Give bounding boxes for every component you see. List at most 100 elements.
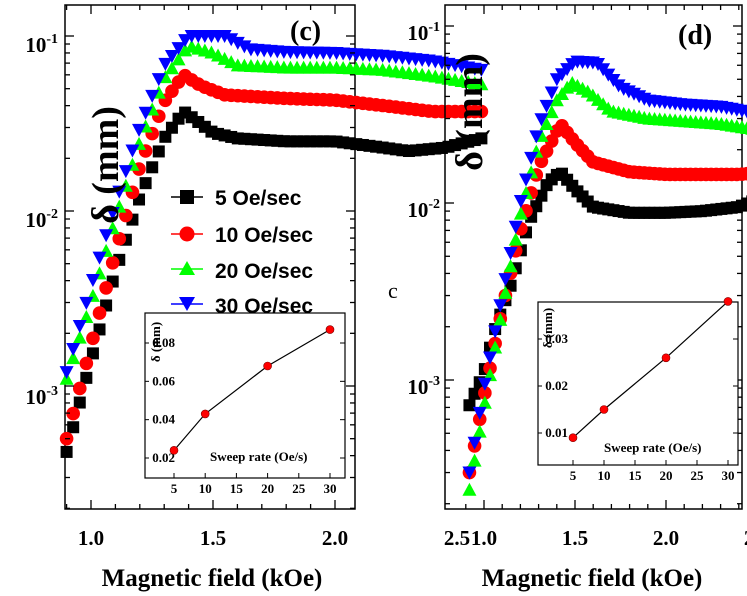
x-tick-label: 2.5 bbox=[444, 526, 470, 550]
x-tick-label: 1.0 bbox=[78, 526, 104, 550]
data-point bbox=[534, 154, 549, 169]
legend-label: 20 Oe/sec bbox=[215, 260, 313, 283]
inset-line bbox=[173, 329, 331, 451]
inset-y-tick-label: 0.01 bbox=[545, 425, 568, 440]
panel-d-ytick-label: 10-3 bbox=[407, 374, 440, 399]
legend-entry-30: 30 Oe/sec bbox=[171, 295, 313, 318]
data-point bbox=[493, 312, 508, 326]
panel-d-markers bbox=[462, 55, 747, 496]
inset-y-tick-label: 0.02 bbox=[152, 450, 175, 465]
data-point bbox=[475, 132, 488, 145]
inset-x-tick-label: 30 bbox=[722, 468, 735, 483]
inset-x-tick-label: 5 bbox=[171, 481, 178, 496]
data-point bbox=[504, 279, 517, 292]
inset-c: 5 10 15 20 25 30 0.02 0.04 0.06 0.08 δ (mm) Sweep… bbox=[144, 312, 346, 496]
data-point bbox=[145, 89, 160, 103]
stray-label: c bbox=[388, 278, 398, 303]
data-point bbox=[86, 347, 99, 360]
data-point bbox=[488, 340, 503, 354]
data-point bbox=[66, 343, 81, 357]
inset-x-tick-label: 15 bbox=[629, 468, 643, 483]
data-point bbox=[125, 144, 140, 158]
legend-marker-triangle-up bbox=[179, 261, 195, 275]
inset-data-point bbox=[599, 405, 609, 414]
series-30 bbox=[462, 55, 747, 480]
inset-data-point bbox=[200, 409, 210, 419]
data-point bbox=[477, 395, 492, 409]
inset-data-point bbox=[263, 361, 272, 371]
data-point bbox=[171, 52, 186, 66]
data-point bbox=[472, 424, 487, 438]
data-point bbox=[467, 436, 482, 450]
data-point bbox=[158, 57, 173, 71]
data-point bbox=[251, 133, 264, 146]
panel-d-ytick-labels: 10-1 10-2 10-3 bbox=[407, 20, 440, 399]
inset-y-tick-label: 0.03 bbox=[545, 331, 568, 346]
data-point bbox=[118, 165, 133, 179]
series-30 bbox=[59, 30, 489, 380]
x-tick-label: 2.0 bbox=[653, 526, 679, 550]
data-point bbox=[60, 445, 73, 458]
data-point bbox=[217, 30, 232, 43]
inset-x-tick-label: 30 bbox=[324, 481, 337, 496]
inset-x-tick-label: 15 bbox=[230, 481, 244, 496]
data-point bbox=[508, 232, 523, 246]
data-point bbox=[463, 399, 476, 412]
data-point bbox=[85, 273, 100, 287]
data-point bbox=[112, 231, 127, 246]
data-point bbox=[544, 105, 559, 119]
data-point bbox=[468, 387, 481, 400]
inset-x-tick-label: 10 bbox=[199, 481, 212, 496]
panel-d-ticks: 1.0 1.5 2.0 2.5 bbox=[445, 5, 747, 550]
panel-c-ytick-label: 10-1 bbox=[25, 32, 58, 57]
panel-d-ytick-label: 10-1 bbox=[407, 20, 440, 45]
data-point bbox=[535, 189, 548, 202]
data-point bbox=[503, 246, 518, 260]
data-point bbox=[477, 377, 492, 391]
data-point bbox=[92, 306, 107, 320]
panel-d-ylabel: δ (mm) bbox=[449, 53, 491, 171]
data-point bbox=[524, 151, 539, 165]
data-point bbox=[462, 482, 477, 496]
legend-entry-5: 5 Oe/sec bbox=[171, 187, 302, 210]
data-point bbox=[478, 386, 492, 400]
data-point bbox=[165, 121, 178, 134]
data-point bbox=[79, 296, 94, 310]
data-point bbox=[79, 356, 94, 371]
inset-y-tick-label: 0.04 bbox=[152, 412, 175, 427]
inset-c-ylabel: δ (mm) bbox=[148, 322, 163, 362]
inset-d-xlabel: Sweep rate (Oe/s) bbox=[604, 440, 701, 455]
data-point bbox=[132, 123, 147, 137]
panel-d-label: (d) bbox=[678, 20, 712, 51]
data-point bbox=[171, 42, 186, 56]
data-point bbox=[99, 229, 114, 243]
data-point bbox=[66, 406, 80, 421]
panel-c-ytick-labels: 10-1 10-2 10-3 bbox=[25, 32, 58, 409]
data-point bbox=[86, 331, 100, 346]
data-point bbox=[530, 200, 543, 213]
data-point bbox=[513, 195, 528, 209]
data-point bbox=[105, 255, 120, 270]
inset-x-tick-label: 5 bbox=[570, 468, 577, 483]
inset-d-ylabel: δ (mm) bbox=[540, 308, 555, 348]
data-point bbox=[99, 281, 113, 295]
data-point bbox=[164, 61, 179, 75]
inset-x-tick-label: 25 bbox=[292, 481, 306, 496]
legend-entry-20: 20 Oe/sec bbox=[171, 260, 313, 283]
inset-y-tick-label: 0.08 bbox=[152, 335, 175, 350]
data-point bbox=[80, 371, 93, 384]
panel-c: 1.0 1.5 2.0 2.5 (c) δ (mm) 10-1 10-2 10-3 5… bbox=[25, 4, 489, 550]
data-point bbox=[534, 113, 549, 127]
panel-c-ytick-label: 10-2 bbox=[25, 207, 58, 232]
data-point bbox=[105, 206, 120, 220]
panel-c-ticks: 1.0 1.5 2.0 2.5 bbox=[65, 5, 470, 550]
inset-x-tick-label: 10 bbox=[598, 468, 611, 483]
data-point bbox=[59, 366, 74, 380]
inset-data-point bbox=[723, 297, 733, 306]
legend-label: 10 Oe/sec bbox=[215, 224, 313, 247]
data-point bbox=[66, 351, 81, 365]
panel-d: 1.0 1.5 2.0 2.5 (d) δ (mm) 10-1 10-2 10-3 c… bbox=[388, 4, 747, 550]
data-point bbox=[488, 325, 503, 339]
data-point bbox=[92, 251, 107, 265]
data-point bbox=[72, 319, 87, 333]
